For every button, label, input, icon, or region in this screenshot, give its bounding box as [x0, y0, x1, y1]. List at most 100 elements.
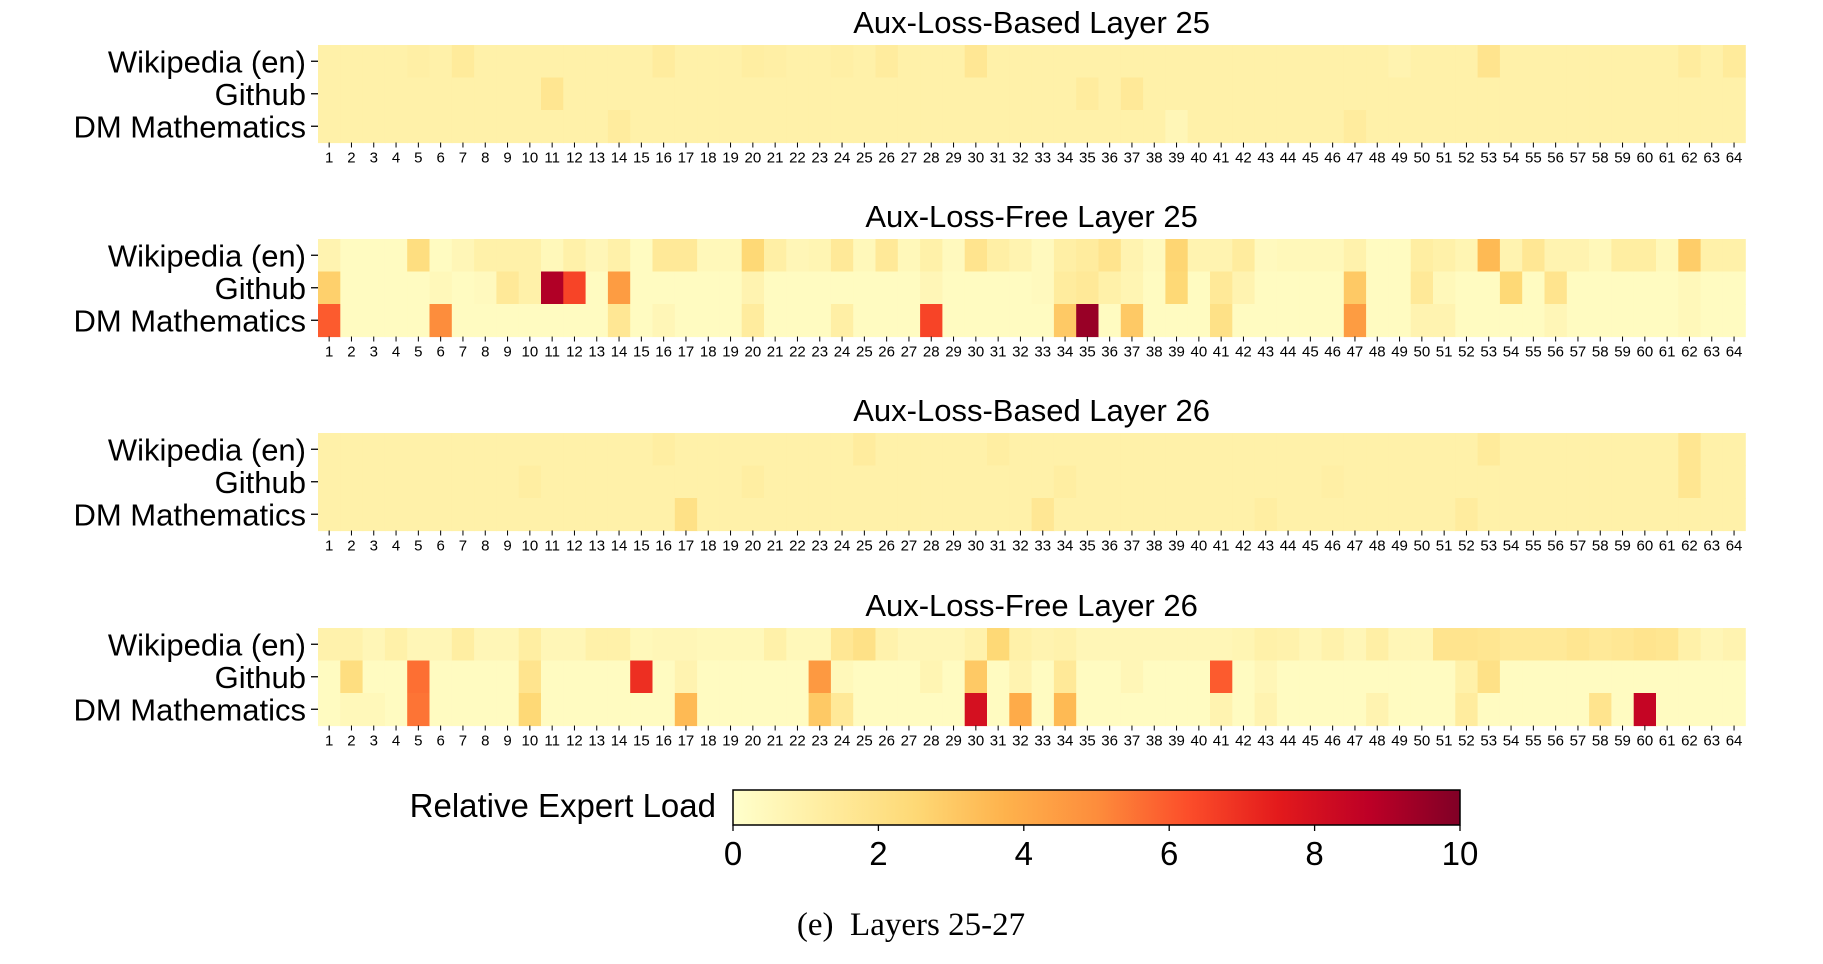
heatmap-cell — [786, 110, 810, 144]
heatmap-cell — [897, 465, 921, 499]
expert-label: 16 — [655, 538, 672, 555]
expert-label: 52 — [1458, 150, 1475, 167]
heatmap-cell — [496, 304, 520, 338]
heatmap-cell — [474, 77, 497, 111]
heatmap-cell — [652, 628, 676, 662]
heatmap-cell — [630, 660, 654, 694]
heatmap-cell — [451, 77, 475, 111]
heatmap-cell — [764, 465, 787, 499]
heatmap-cell — [1276, 77, 1300, 111]
heatmap-cell — [897, 239, 921, 273]
expert-label: 48 — [1369, 538, 1386, 555]
heatmap-cell — [1165, 433, 1189, 467]
expert-label: 10 — [522, 344, 539, 361]
expert-label: 7 — [459, 733, 467, 750]
heatmap-cell — [741, 77, 765, 111]
heatmap-cell — [384, 77, 408, 111]
heatmap-cell — [1678, 693, 1702, 727]
heatmap-cell — [1076, 77, 1100, 111]
expert-label: 57 — [1570, 344, 1587, 361]
heatmap-cell — [1499, 239, 1523, 273]
heatmap-cell — [1299, 498, 1323, 532]
heatmap-cell — [1009, 628, 1033, 662]
heatmap-cell — [942, 693, 966, 727]
expert-label: 13 — [588, 150, 605, 167]
heatmap-cell — [1120, 77, 1144, 111]
heatmap-cell — [1722, 110, 1746, 144]
heatmap-cell — [1522, 45, 1546, 79]
heatmap-cell — [786, 77, 810, 111]
heatmap-cell — [1187, 465, 1211, 499]
heatmap-cell — [340, 628, 364, 662]
expert-label: 11 — [544, 733, 560, 750]
expert-label: 32 — [1012, 733, 1029, 750]
heatmap-cell — [1009, 660, 1033, 694]
expert-label: 29 — [945, 150, 962, 167]
heatmap-cell — [1120, 304, 1144, 338]
heatmap-cell — [518, 271, 542, 305]
heatmap-cell — [1053, 465, 1077, 499]
heatmap-cell — [897, 628, 921, 662]
heatmap-cell — [719, 45, 743, 79]
expert-label: 55 — [1525, 733, 1542, 750]
heatmap-cell — [920, 660, 943, 694]
heatmap-cell — [674, 110, 698, 144]
heatmap-cell — [429, 110, 453, 144]
heatmap-cell — [384, 660, 408, 694]
heatmap-cell — [697, 77, 720, 111]
heatmap-cell — [1098, 433, 1122, 467]
expert-label: 24 — [834, 150, 851, 167]
heatmap-cell — [719, 239, 743, 273]
heatmap-cell — [1098, 304, 1122, 338]
heatmap-cell — [1633, 239, 1657, 273]
heatmap-cell — [1700, 77, 1724, 111]
heatmap-cell — [340, 693, 364, 727]
expert-label: 51 — [1436, 344, 1453, 361]
heatmap-cell — [1210, 433, 1233, 467]
expert-label: 14 — [611, 733, 628, 750]
heatmap-cell — [1388, 465, 1412, 499]
heatmap-cell — [1410, 110, 1434, 144]
expert-label: 18 — [700, 150, 717, 167]
heatmap-cell — [407, 304, 431, 338]
expert-label: 18 — [700, 733, 717, 750]
heatmap-cell — [563, 304, 587, 338]
heatmap-cell — [518, 660, 542, 694]
heatmap-cell — [1254, 465, 1278, 499]
heatmap-cell — [1031, 433, 1055, 467]
expert-label: 14 — [611, 150, 628, 167]
heatmap-cell — [1276, 304, 1300, 338]
heatmap-cell — [1009, 77, 1033, 111]
heatmap-cell — [830, 271, 854, 305]
expert-label: 57 — [1570, 150, 1587, 167]
heatmap-cell — [1276, 693, 1300, 727]
heatmap-cell — [451, 465, 475, 499]
heatmap-cell — [875, 465, 899, 499]
heatmap-cell — [652, 239, 676, 273]
heatmap-cell — [1232, 304, 1256, 338]
heatmap-cell — [1321, 433, 1345, 467]
heatmap-cell — [1433, 239, 1456, 273]
expert-label: 61 — [1659, 538, 1676, 555]
heatmap-cell — [1656, 45, 1679, 79]
heatmap-cell — [1343, 465, 1367, 499]
expert-label: 10 — [522, 538, 539, 555]
heatmap-cell — [1343, 77, 1367, 111]
heatmap-cell — [741, 660, 765, 694]
expert-label: 32 — [1012, 150, 1029, 167]
heatmap-cell — [496, 110, 520, 144]
heatmap-cell — [942, 628, 966, 662]
heatmap-cell — [429, 693, 453, 727]
heatmap-cell — [1098, 271, 1122, 305]
heatmap-cell — [1544, 693, 1568, 727]
heatmap-cell — [1722, 45, 1746, 79]
heatmap-cell — [1053, 77, 1077, 111]
heatmap-cell — [1656, 271, 1679, 305]
expert-label: 55 — [1525, 344, 1542, 361]
expert-label: 44 — [1280, 733, 1297, 750]
expert-label: 24 — [834, 538, 851, 555]
expert-label: 4 — [392, 150, 400, 167]
heatmap-cell — [964, 304, 988, 338]
heatmap-cell — [1210, 693, 1233, 727]
